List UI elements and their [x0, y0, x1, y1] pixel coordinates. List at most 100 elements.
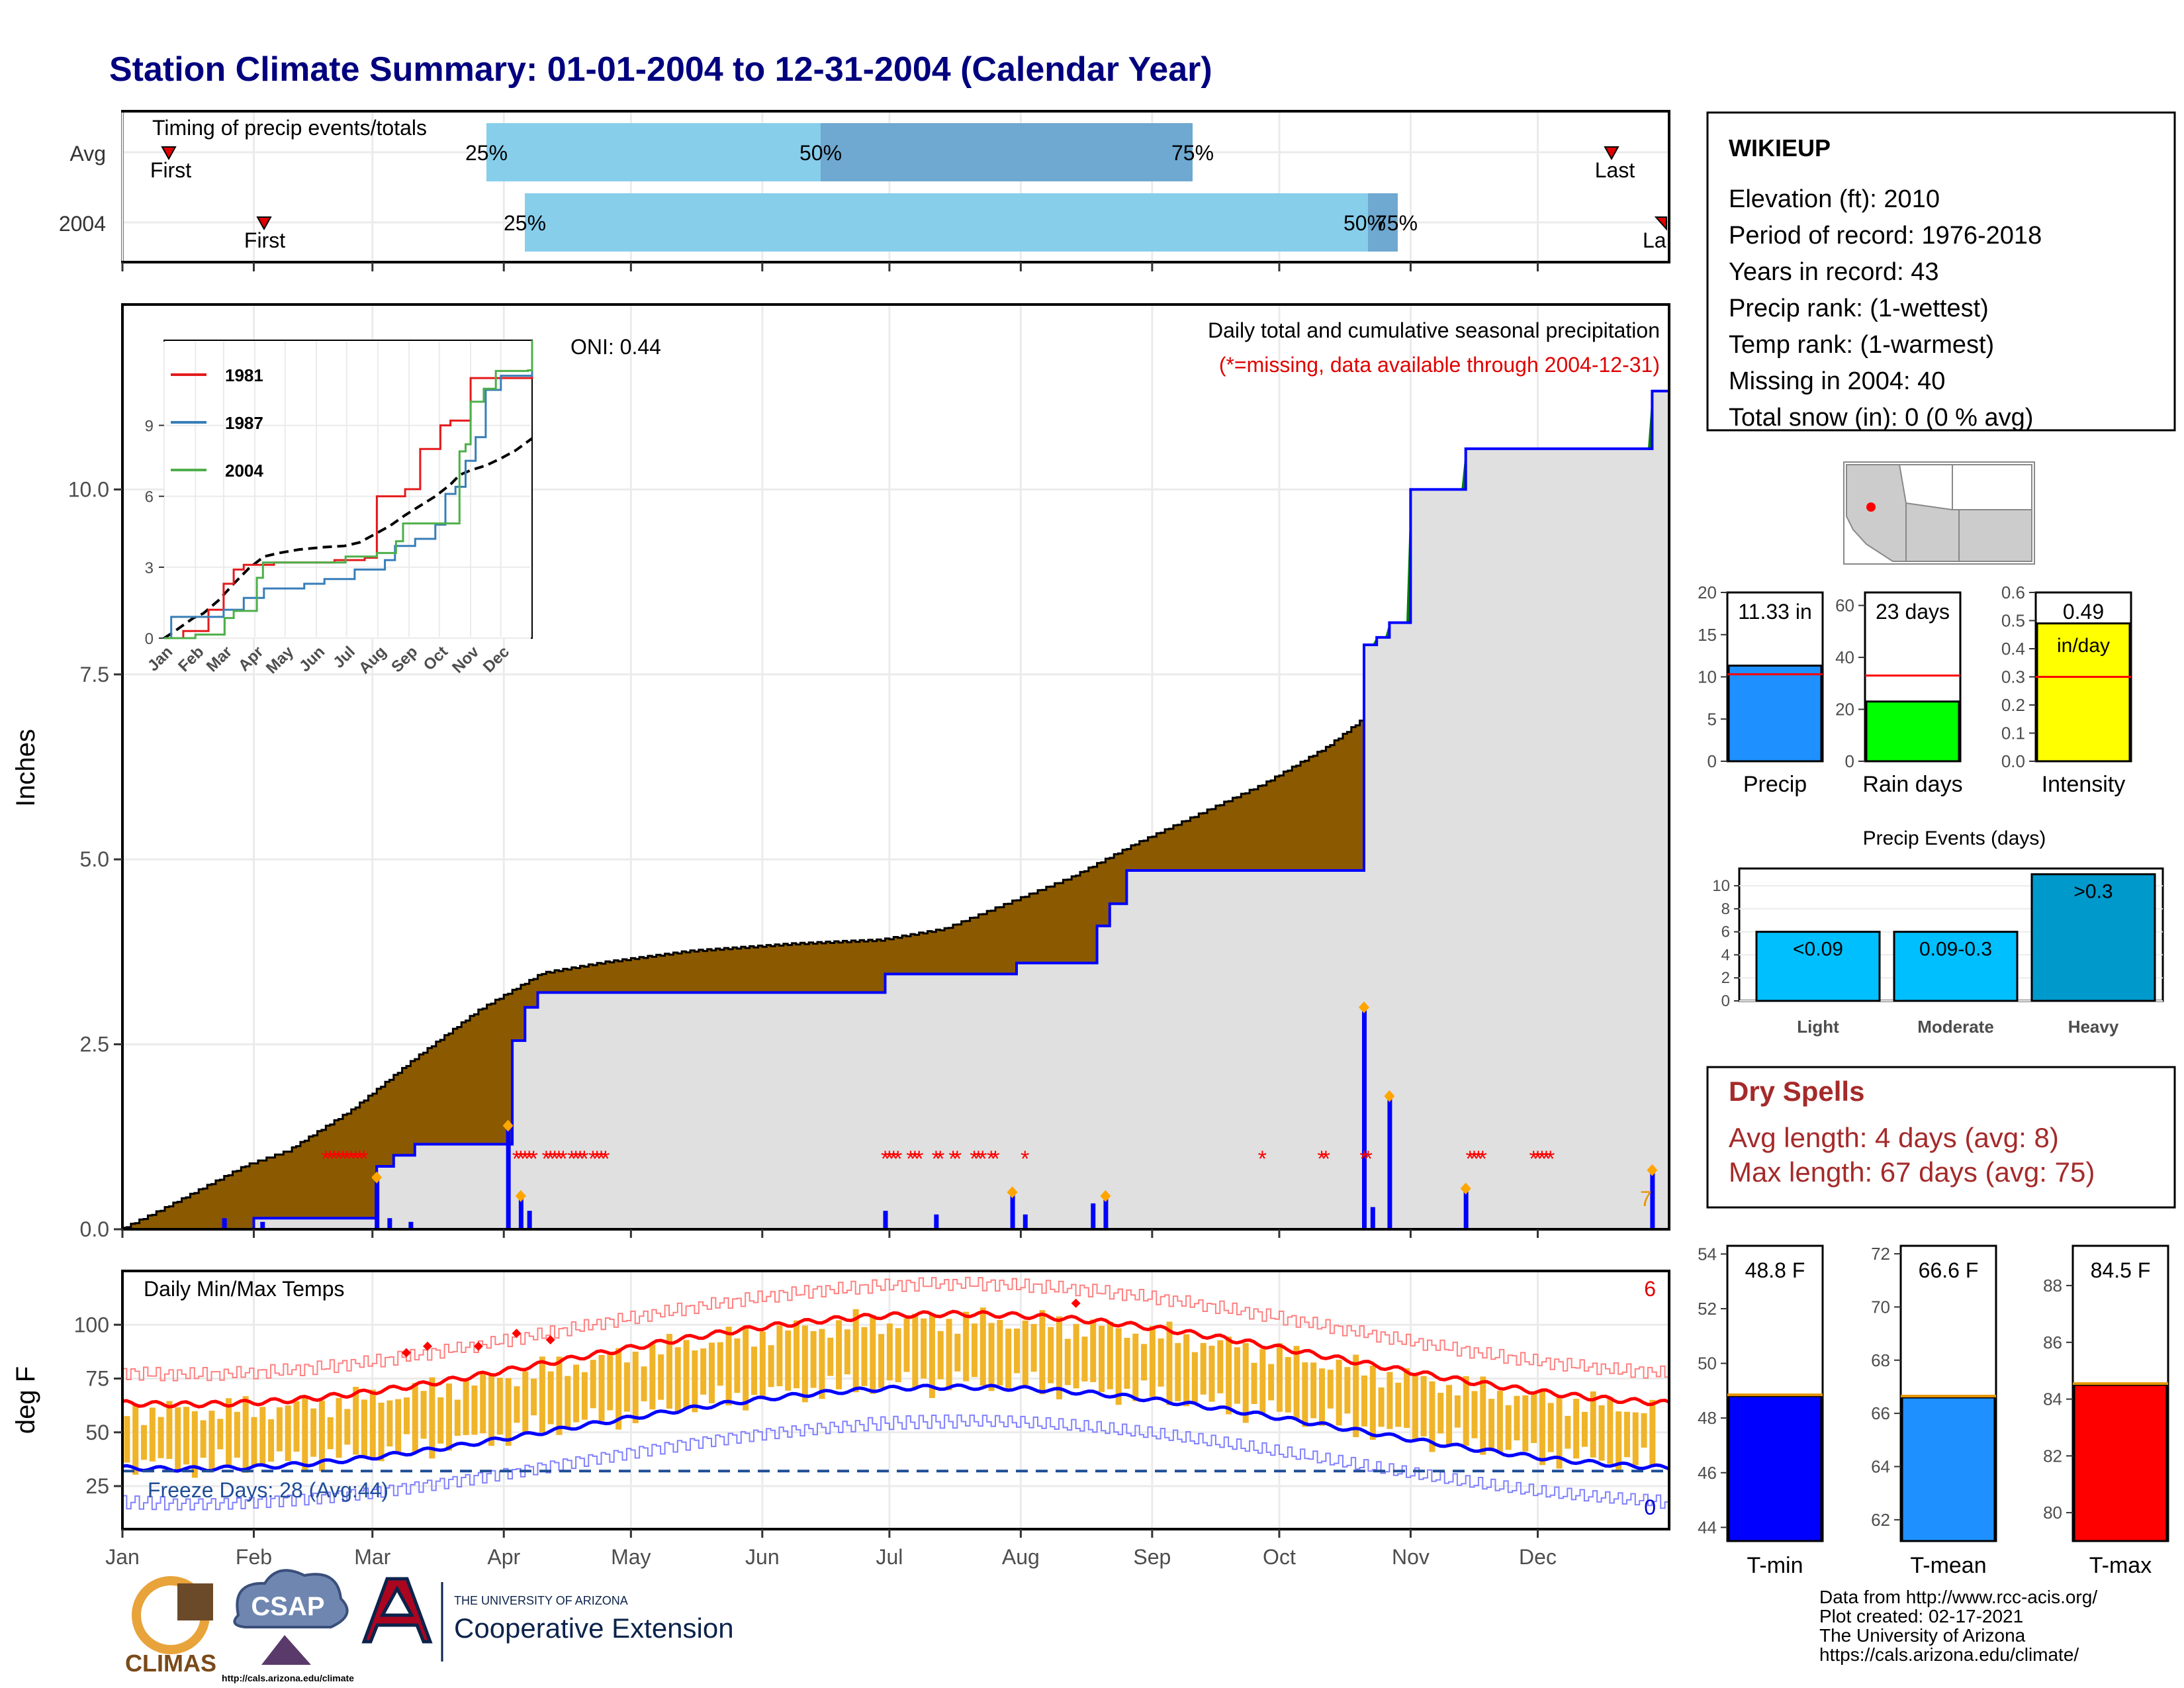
- temp-range-bar: [132, 1405, 139, 1475]
- missing-star: *: [351, 1147, 360, 1172]
- month-xtick: Jun: [745, 1545, 780, 1569]
- cum-2004-area: [122, 389, 1670, 1231]
- temp-range-bar: [725, 1327, 732, 1406]
- inset-ytick: 9: [145, 418, 154, 436]
- temp-summary-tick: 86: [2043, 1333, 2062, 1352]
- event-bar-label: 0.09-0.3: [1919, 939, 1992, 961]
- missing-star: *: [567, 1147, 576, 1172]
- temp-ytick: 25: [85, 1474, 109, 1498]
- temp-range-bar: [988, 1323, 995, 1391]
- month-xtick: Feb: [236, 1545, 272, 1569]
- temp-range-bar: [1115, 1328, 1122, 1405]
- ua-small-text: THE UNIVERSITY OF ARIZONA: [454, 1594, 628, 1607]
- missing-star: *: [974, 1147, 983, 1172]
- avg-50-75-bar: [821, 123, 1193, 181]
- temp-summary-tick: 82: [2043, 1446, 2062, 1466]
- event-bar-label: <0.09: [1793, 939, 1843, 961]
- temp-range-bar: [700, 1348, 707, 1395]
- precip-ytick: 10.0: [68, 477, 109, 501]
- temp-range-bar: [1514, 1395, 1520, 1440]
- daily-precip-bar: [1362, 1007, 1367, 1229]
- temp-range-bar: [1547, 1403, 1554, 1452]
- missing-star: *: [1533, 1147, 1542, 1172]
- temp-range-bar: [1395, 1382, 1402, 1427]
- daily-precip-bar: [506, 1125, 511, 1229]
- temp-range-bar: [607, 1354, 614, 1411]
- timing-row-avg: Avg: [69, 142, 106, 165]
- missing-star: *: [555, 1147, 563, 1172]
- temp-range-bar: [836, 1320, 842, 1389]
- missing-star: *: [355, 1147, 364, 1172]
- daily-precip-bar: [1091, 1203, 1096, 1229]
- temp-ytick: 75: [85, 1367, 109, 1391]
- temp-range-bar: [412, 1383, 418, 1452]
- avg-p75-label: 75%: [1171, 141, 1214, 165]
- missing-star: *: [1470, 1147, 1479, 1172]
- precip-peak-marker: [502, 1119, 514, 1132]
- record-high-marker: [545, 1335, 555, 1344]
- temp-range-bar: [912, 1313, 919, 1389]
- temp-range-bar: [743, 1325, 749, 1411]
- temp-range-bar: [590, 1360, 596, 1409]
- temp-range-bar: [794, 1320, 800, 1389]
- temp-range-bar: [1141, 1344, 1148, 1381]
- temp-range-bar: [573, 1364, 580, 1423]
- temp-summary-tick: 88: [2043, 1276, 2062, 1295]
- record-high-marker: [512, 1329, 522, 1338]
- missing-star: *: [1359, 1147, 1368, 1172]
- missing-star: *: [881, 1147, 889, 1172]
- temp-range-bar: [1175, 1342, 1181, 1401]
- summary-tick: 0: [1707, 751, 1717, 771]
- missing-star: *: [359, 1147, 368, 1172]
- temp-range-bar: [208, 1411, 215, 1470]
- temp-range-bar: [870, 1315, 876, 1394]
- summary-value-label: 11.33 in: [1738, 600, 1812, 624]
- temp-range-bar: [1191, 1352, 1198, 1403]
- inset-1981-line: [164, 371, 533, 639]
- temp-range-bar: [1353, 1354, 1359, 1437]
- temp-range-bar: [344, 1409, 351, 1445]
- missing-star: *: [525, 1147, 533, 1172]
- missing-star: *: [1529, 1147, 1537, 1172]
- inset-1987-line: [164, 371, 533, 639]
- event-bar-name: Light: [1797, 1017, 1839, 1037]
- timing-title: Timing of precip events/totals: [152, 116, 427, 140]
- temp-range-bar: [1344, 1367, 1351, 1414]
- temp-range-bar: [1005, 1329, 1012, 1391]
- event-ytick: 8: [1721, 900, 1730, 918]
- missing-star: *: [1465, 1147, 1474, 1172]
- record-high-marker: [422, 1341, 432, 1351]
- temp-range-bar: [488, 1376, 495, 1446]
- temp-range-bar: [463, 1380, 469, 1435]
- temp-range-bar: [1454, 1395, 1461, 1428]
- temp-range-bar: [234, 1411, 240, 1458]
- month-xtick: Mar: [354, 1545, 390, 1569]
- temp-summary-tick: 52: [1698, 1299, 1717, 1319]
- temp-range-bar: [1208, 1345, 1215, 1402]
- temp-range-bar: [1598, 1405, 1605, 1461]
- missing-star: *: [601, 1147, 610, 1172]
- temp-range-bar: [1429, 1381, 1435, 1452]
- station-elevation: Elevation (ft): 2010: [1729, 185, 1940, 213]
- temp-summary-tick: 50: [1698, 1354, 1717, 1374]
- temp-range-bar: [1022, 1320, 1028, 1387]
- event-bar-label: >0.3: [2073, 881, 2113, 903]
- temp-range-bar: [302, 1396, 308, 1472]
- temp-range-bar: [801, 1325, 808, 1403]
- yr-last-marker: [1654, 216, 1667, 231]
- temp-range-bar: [751, 1346, 758, 1395]
- yr-first-label: First: [244, 228, 285, 252]
- temp-range-bar: [903, 1318, 910, 1372]
- temp-range-bar: [556, 1356, 563, 1435]
- temp-range-bar: [683, 1340, 690, 1409]
- temp-range-bar: [226, 1398, 232, 1467]
- temp-range-bar: [531, 1378, 537, 1416]
- missing-star: *: [529, 1147, 537, 1172]
- temp-range-bar: [1090, 1319, 1097, 1382]
- missing-star: *: [1479, 1147, 1487, 1172]
- precip-peak-marker: [371, 1171, 383, 1184]
- event-ytick: 6: [1721, 923, 1730, 941]
- temp-range-bar: [1496, 1391, 1503, 1452]
- temp-range-bar: [1420, 1376, 1427, 1436]
- summary-tick: 0.1: [2001, 724, 2025, 743]
